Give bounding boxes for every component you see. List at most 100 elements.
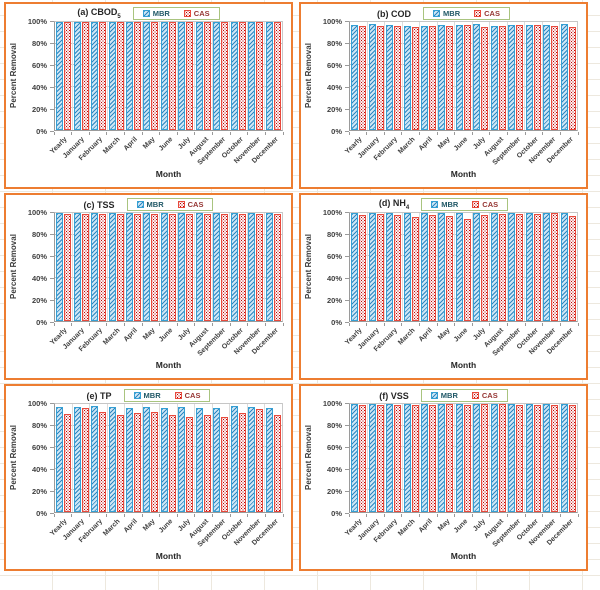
gridline-vertical xyxy=(384,404,386,512)
bar-group xyxy=(230,404,247,512)
gridline-horizontal xyxy=(55,424,282,426)
bar-group xyxy=(350,22,367,130)
chart-panel-e[interactable]: (e) TP MBR CAS Percent Removal 0% 20% 40% 60% 80… xyxy=(4,384,293,571)
y-axis-tick xyxy=(345,64,349,66)
x-axis-tick xyxy=(159,323,161,326)
gridline-vertical xyxy=(541,213,543,321)
x-axis-tick xyxy=(542,132,544,135)
chart-header: (b) COD MBR CAS xyxy=(301,6,586,21)
chart-panel-c[interactable]: (c) TSS MBR CAS Percent Removal 0% 20% 40% 60% 8… xyxy=(4,193,293,380)
gridline-horizontal xyxy=(350,212,577,213)
gridline-horizontal xyxy=(350,64,577,66)
gridline-vertical xyxy=(176,404,178,512)
x-axis-tick xyxy=(212,514,214,517)
legend-item-mbr: MBR xyxy=(133,391,161,400)
bar-cas xyxy=(516,25,524,130)
chart-panel-d[interactable]: (d) NH4 MBR CAS Percent Removal 0% 20% 40% 60% 8… xyxy=(299,193,588,380)
gridline-horizontal xyxy=(350,85,577,87)
x-axis-tick xyxy=(436,514,438,517)
gridline-vertical xyxy=(401,213,403,321)
bar-group xyxy=(230,213,247,321)
gridline-horizontal xyxy=(55,446,282,448)
x-axis-label: March xyxy=(396,136,417,156)
y-axis-tick xyxy=(345,468,349,470)
x-axis-label: June xyxy=(157,327,175,344)
chart-panel-b[interactable]: (b) COD MBR CAS Percent Removal 0% 20% 40% 60% 8… xyxy=(299,2,588,189)
bar-mbr xyxy=(403,404,411,512)
x-axis-label: July xyxy=(177,518,192,533)
y-axis-tick-label: 40% xyxy=(31,273,47,283)
legend-label: CAS xyxy=(484,9,500,18)
gridline-vertical xyxy=(559,22,561,130)
x-axis-tick xyxy=(264,323,266,326)
bar-mbr xyxy=(213,213,221,321)
bar-mbr xyxy=(543,25,551,130)
x-axis-label: May xyxy=(142,518,157,533)
x-axis-label: April xyxy=(417,136,435,153)
x-axis-tick xyxy=(524,132,526,135)
bar-cas xyxy=(498,26,506,130)
chart-panel-a[interactable]: (a) CBOD5 MBR CAS Percent Removal 0% 20% 40% 60… xyxy=(4,2,293,189)
x-axis-tick xyxy=(507,514,509,517)
bar-cas xyxy=(429,26,437,130)
legend-item-cas: CAS xyxy=(174,391,200,400)
bar-mbr xyxy=(455,213,463,321)
bar-cas xyxy=(134,22,142,130)
y-axis-tick xyxy=(345,233,349,235)
y-axis-tick-label: 60% xyxy=(326,442,342,452)
x-axis-tick xyxy=(71,514,73,517)
x-axis-tick xyxy=(71,132,73,135)
y-axis: 0% 20% 40% 60% 80% 100% xyxy=(301,399,349,518)
x-axis-tick xyxy=(436,132,438,135)
y-axis-tick xyxy=(50,211,54,213)
bar-mbr xyxy=(543,404,551,512)
bar-group xyxy=(402,22,419,130)
bar-mbr xyxy=(178,213,186,321)
x-axis-tick xyxy=(559,323,561,326)
bar-group xyxy=(212,213,229,321)
y-axis: 0% 20% 40% 60% 80% 100% xyxy=(6,208,54,327)
y-axis-tick-label: 20% xyxy=(326,104,342,114)
x-axis-tick xyxy=(141,323,143,326)
bar-group xyxy=(472,404,489,512)
bar-mbr xyxy=(56,22,64,130)
bar-mbr xyxy=(438,25,446,130)
bar-cas xyxy=(256,22,264,130)
bar-mbr xyxy=(438,404,446,512)
y-axis-tick xyxy=(345,211,349,213)
y-axis-tick-label: 0% xyxy=(331,126,342,136)
y-axis-tick xyxy=(345,20,349,22)
x-axis-tick xyxy=(194,323,196,326)
bar-group xyxy=(72,213,89,321)
bar-mbr xyxy=(403,213,411,321)
bar-cas xyxy=(64,214,72,321)
chart-panel-f[interactable]: (f) VSS MBR CAS Percent Removal 0% 20% 40% 60% 8… xyxy=(299,384,588,571)
x-axis-tick xyxy=(282,323,284,326)
y-axis-tick xyxy=(50,42,54,44)
x-axis: Yearly January February March April May June Ju… xyxy=(49,132,284,170)
x-axis-tick xyxy=(471,323,473,326)
x-axis-label: April xyxy=(122,136,140,153)
bar-cas xyxy=(273,414,281,512)
bar-cas xyxy=(394,405,402,512)
legend-item-cas: CAS xyxy=(183,9,210,18)
bar-mbr xyxy=(351,25,359,130)
chart-title: (d) NH4 xyxy=(378,198,410,211)
gridline-vertical xyxy=(471,213,473,321)
gridline-vertical xyxy=(246,213,248,321)
bar-group xyxy=(264,213,281,321)
y-axis-tick-label: 0% xyxy=(331,317,342,327)
bar-group xyxy=(195,22,212,130)
plot-area xyxy=(54,212,283,322)
bar-mbr xyxy=(473,24,481,130)
bar-cas xyxy=(221,214,229,321)
bar-mbr xyxy=(386,25,394,130)
bar-group xyxy=(177,213,194,321)
y-axis-tick xyxy=(345,299,349,301)
bar-cas xyxy=(516,214,524,321)
gridline-horizontal xyxy=(55,42,282,44)
legend-swatch-cas-icon xyxy=(472,201,480,208)
x-axis-label: June xyxy=(452,518,470,535)
bar-mbr xyxy=(56,213,64,321)
x-axis-tick xyxy=(348,514,350,517)
